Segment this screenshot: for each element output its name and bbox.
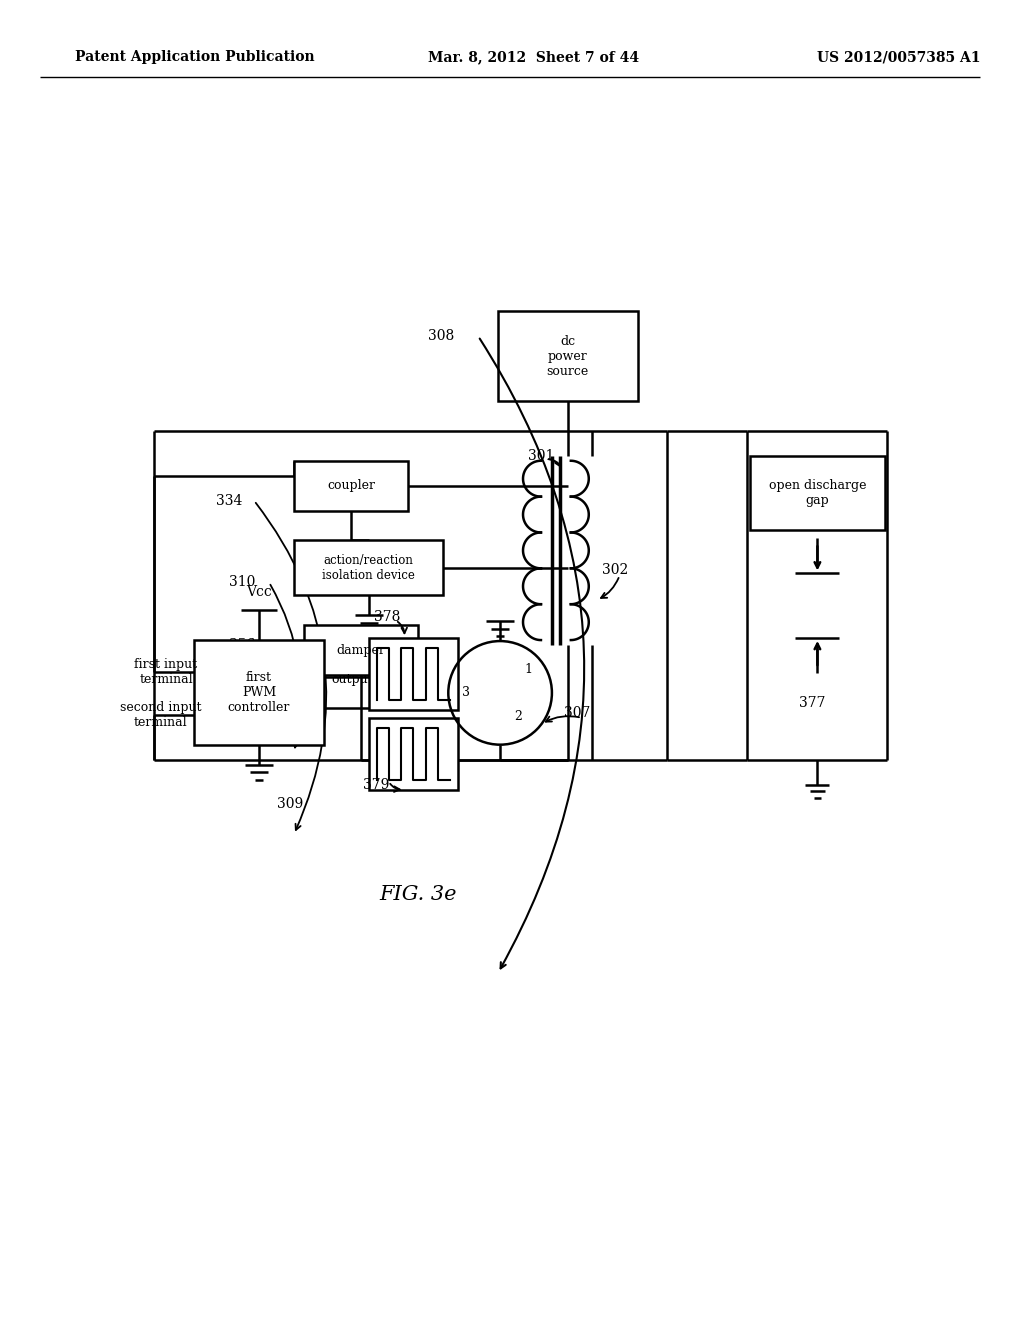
Text: 3: 3 <box>463 686 470 700</box>
Text: 302: 302 <box>602 564 628 577</box>
Text: first input
terminal: first input terminal <box>134 657 198 686</box>
Text: FIG. 3e: FIG. 3e <box>380 884 457 904</box>
Bar <box>369 638 459 710</box>
Text: 301: 301 <box>528 449 554 463</box>
Bar <box>195 640 324 744</box>
Text: damper: damper <box>337 644 386 656</box>
Text: dc
power
source: dc power source <box>547 335 589 378</box>
Text: Vcc: Vcc <box>246 585 272 599</box>
Text: 356: 356 <box>229 638 255 652</box>
Text: first
PWM
controller: first PWM controller <box>227 671 290 714</box>
Text: 309: 309 <box>276 797 303 812</box>
Text: second input
terminal: second input terminal <box>120 701 201 729</box>
Text: 307: 307 <box>564 706 590 719</box>
Text: coupler: coupler <box>328 479 375 492</box>
Text: output: output <box>332 673 374 686</box>
Text: 334: 334 <box>216 494 243 508</box>
Text: Patent Application Publication: Patent Application Publication <box>75 50 314 65</box>
Text: 308: 308 <box>428 329 455 343</box>
Text: Mar. 8, 2012  Sheet 7 of 44: Mar. 8, 2012 Sheet 7 of 44 <box>428 50 640 65</box>
Text: 378: 378 <box>374 610 400 624</box>
Bar <box>304 626 419 675</box>
Bar <box>294 461 409 511</box>
Text: 379: 379 <box>364 777 390 792</box>
Bar <box>369 718 459 789</box>
Bar <box>498 312 638 401</box>
Text: 310: 310 <box>229 576 256 589</box>
Bar <box>294 540 443 595</box>
Bar <box>751 455 885 531</box>
Text: US 2012/0057385 A1: US 2012/0057385 A1 <box>817 50 980 65</box>
Text: open discharge
gap: open discharge gap <box>769 479 866 507</box>
Text: 377: 377 <box>799 696 825 710</box>
Text: 1: 1 <box>524 663 532 676</box>
Text: action/reaction
isolation device: action/reaction isolation device <box>323 554 415 582</box>
Text: 2: 2 <box>514 710 522 722</box>
